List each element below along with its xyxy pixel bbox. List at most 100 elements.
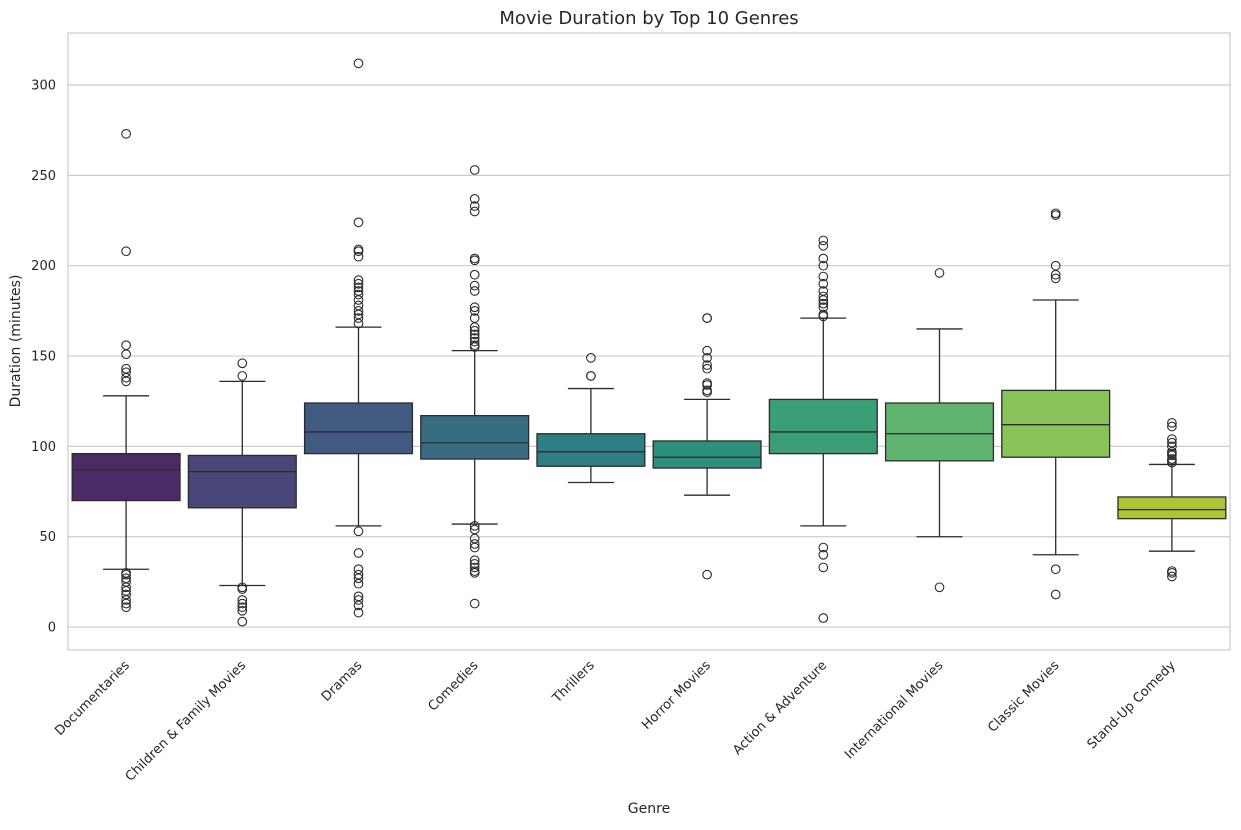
outlier-point [934,582,945,593]
y-tick-label: 50 [39,530,56,545]
box-4 [420,165,530,609]
outlier-point [353,318,364,329]
box-6 [652,313,762,580]
x-tick-label: Children & Family Movies [123,658,250,785]
outlier-point [353,251,364,262]
outlier-point [1167,421,1177,432]
outlier-point [469,329,480,340]
outlier-point [469,286,480,296]
outlier-point [469,539,480,549]
iqr-box [187,454,297,509]
outlier-point [702,569,712,580]
box-7 [768,235,878,623]
outlier-point [1167,571,1177,582]
outlier-point [353,282,364,293]
outlier-point [1167,457,1177,468]
outlier-point [818,311,829,322]
outlier-point [1050,210,1061,220]
outlier-point [469,194,480,204]
outlier-point [1167,434,1177,445]
outlier-point [818,260,829,271]
outlier-point [469,521,480,531]
outlier-point [818,562,829,573]
outlier-point [818,549,829,560]
outlier-point [702,360,712,370]
outlier-point [353,295,364,305]
box-8 [884,268,995,593]
x-tick-label: International Movies [842,658,946,762]
outlier-point [818,613,829,623]
outlier-point [237,598,248,609]
outlier-point [469,325,480,336]
outlier-point [818,542,829,553]
plot-frame [67,32,1231,651]
box-1 [71,128,181,613]
chart-title: Movie Duration by Top 10 Genres [499,8,798,29]
outlier-point [353,217,364,228]
outlier-point [353,526,364,537]
outlier-point [237,605,248,616]
x-tick-label: Classic Movies [985,658,1062,735]
x-tick-label: Stand-Up Comedy [1085,658,1179,752]
outlier-point [353,313,364,323]
iqr-box [420,415,530,460]
outlier-point [353,578,364,589]
x-tick-label: Comedies [425,658,481,714]
outlier-point [353,600,364,611]
box-5 [536,353,646,484]
outlier-point [121,372,131,383]
outlier-point [702,353,712,363]
outlier-point [353,573,364,584]
outlier-point [702,363,712,374]
outlier-point [121,128,131,139]
box-3 [303,58,414,618]
outlier-point [934,268,945,278]
iqr-box [652,440,762,469]
outlier-point [1050,589,1061,600]
outlier-point [469,555,480,566]
outlier-point [121,376,131,387]
outlier-point [586,353,596,363]
outlier-point [121,595,131,605]
iqr-box [768,398,878,455]
outlier-point [469,568,480,578]
outlier-point [353,548,364,558]
outlier-point [818,235,829,246]
iqr-box [884,402,995,462]
outlier-point [469,201,480,211]
iqr-box [1001,389,1111,458]
outlier-point [469,165,480,175]
outlier-point [818,253,829,264]
outlier-point [121,349,131,360]
outlier-point [353,275,364,286]
box-10 [1117,418,1227,582]
x-axis-label: Genre [628,801,670,817]
y-tick-label: 150 [31,350,56,365]
x-tick-label: Horror Movies [639,658,714,733]
box-2 [187,358,297,627]
outlier-point [1167,568,1177,578]
outlier-point [1167,418,1177,428]
outlier-point [237,584,248,594]
outlier-point [121,246,131,257]
y-tick-label: 0 [48,621,56,636]
outlier-point [121,602,131,613]
iqr-box [536,433,646,467]
x-tick-label: Thrillers [549,658,598,707]
outlier-point [121,569,131,580]
outlier-point [469,598,480,609]
outlier-point [469,322,480,332]
outlier-point [121,598,131,609]
outlier-point [818,291,829,302]
outlier-point [702,387,712,398]
outlier-point [237,602,248,613]
outlier-point [1167,450,1177,461]
outlier-point [1050,564,1061,575]
outlier-point [469,255,480,266]
outlier-point [818,298,829,309]
outlier-point [1050,273,1061,284]
iqr-box [303,402,414,455]
outlier-point [702,380,712,390]
iqr-box [71,452,181,502]
